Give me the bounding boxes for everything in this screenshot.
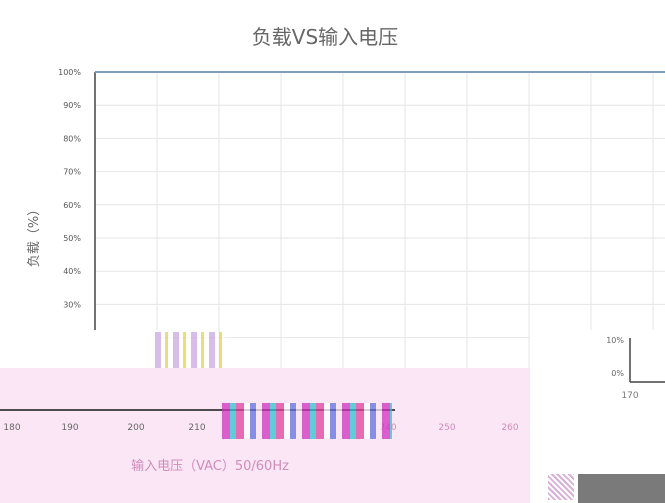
y-tick-label-90: 90% bbox=[63, 101, 81, 110]
inset-tick-label-0: 0% bbox=[611, 369, 624, 378]
glitch-artifact-2 bbox=[222, 403, 392, 439]
x-tick-label-190: 190 bbox=[61, 423, 78, 433]
y-tick-label-50: 50% bbox=[63, 234, 81, 243]
y-tick-label-30: 30% bbox=[63, 300, 81, 309]
chart-title: 负载VS输入电压 bbox=[252, 25, 398, 49]
x-tick-label-200: 200 bbox=[127, 423, 144, 433]
x-tick-label-180: 180 bbox=[3, 423, 20, 433]
y-tick-label-80: 80% bbox=[63, 134, 81, 143]
grid-lines bbox=[94, 71, 665, 370]
y-tick-label-100: 100% bbox=[58, 68, 81, 77]
inset-x-tick-label: 170 bbox=[621, 391, 638, 401]
x-tick-label-260: 260 bbox=[501, 423, 518, 433]
inset-axis-fragment: 10% 0% 170 bbox=[606, 336, 665, 401]
glitch-artifact-1 bbox=[155, 332, 225, 368]
corner-artifact bbox=[548, 474, 574, 500]
inset-tick-label-10: 10% bbox=[606, 336, 624, 345]
y-tick-label-60: 60% bbox=[63, 201, 81, 210]
x-axis-label: 输入电压（VAC）50/60Hz bbox=[131, 458, 289, 474]
y-tick-labels: 20%30%40%50%60%70%80%90%100% bbox=[58, 68, 81, 343]
y-tick-label-70: 70% bbox=[63, 168, 81, 177]
x-tick-label-210: 210 bbox=[188, 423, 205, 433]
white-overlay-top bbox=[0, 330, 160, 368]
corner-gray-block bbox=[578, 474, 665, 503]
x-tick-label-250: 250 bbox=[438, 423, 455, 433]
y-axis-label: 负载（%） bbox=[27, 203, 42, 267]
y-tick-label-40: 40% bbox=[63, 267, 81, 276]
